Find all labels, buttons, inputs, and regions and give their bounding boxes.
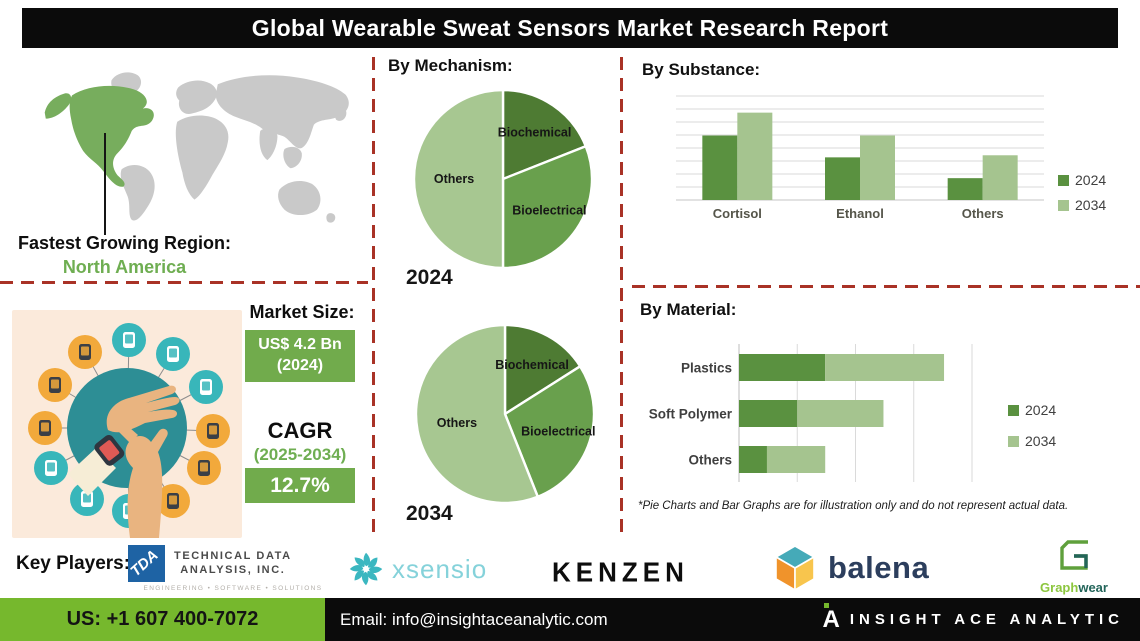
brand-green-dot — [824, 602, 830, 608]
market-size-heading: Market Size: — [249, 302, 355, 322]
region-value: North America — [62, 257, 187, 277]
hands-illustration — [68, 385, 180, 538]
svg-text:Bioelectrical: Bioelectrical — [512, 204, 586, 218]
svg-text:Biochemical: Biochemical — [498, 126, 572, 140]
dashed-divider-v2 — [620, 57, 623, 533]
substance-bar-chart: Cortisol Ethanol Others — [670, 94, 1050, 229]
legend-item: 2034 — [1008, 433, 1056, 449]
graphwear-wordmark: Graphwear — [1040, 580, 1108, 595]
svg-text:Others: Others — [688, 453, 732, 468]
svg-text:Bioelectrical: Bioelectrical — [521, 424, 595, 438]
region-pointer-line — [104, 133, 106, 235]
substance-heading: By Substance: — [642, 60, 761, 79]
footer-phone: US: +1 607 400-7072 — [0, 598, 325, 641]
mechanism-heading: By Mechanism: — [388, 56, 513, 75]
svg-text:Soft Polymer: Soft Polymer — [649, 407, 733, 422]
logo-technical-data-analysis: TDA TECHNICAL DATA ANALYSIS, INC. ENGINE… — [128, 545, 338, 592]
material-legend: 2024 2034 — [1008, 402, 1056, 449]
legend-label: 2034 — [1025, 433, 1057, 449]
logo-balena: balena — [772, 544, 929, 592]
map-australia — [278, 180, 321, 216]
svg-text:Biochemical: Biochemical — [495, 358, 569, 372]
legend-label: 2024 — [1075, 172, 1107, 188]
dashed-divider-left — [0, 281, 368, 284]
mechanism-pie-2034: Biochemical Bioelectrical Others — [410, 319, 600, 509]
smartwatch-icon — [94, 435, 125, 466]
substance-legend: 2024 2034 — [1058, 172, 1106, 213]
svg-text:Others: Others — [434, 172, 474, 186]
balena-wordmark: balena — [828, 550, 930, 585]
map-europe — [176, 80, 217, 114]
legend-item: 2034 — [1058, 197, 1106, 213]
svg-text:Plastics: Plastics — [681, 361, 732, 376]
material-heading: By Material: — [640, 300, 737, 319]
svg-text:Others: Others — [437, 416, 477, 430]
lower-arm — [125, 428, 168, 538]
legend-swatch — [1008, 435, 1019, 447]
legend-swatch — [1008, 404, 1019, 416]
key-players-heading: Key Players: — [16, 553, 131, 574]
mechanism-pie-2024: Biochemical Bioelectrical Others — [408, 84, 598, 274]
insight-ace-wordmark: INSIGHT ACE ANALYTIC — [849, 611, 1124, 628]
dashed-divider-v1 — [372, 57, 375, 533]
page-title: Global Wearable Sweat Sensors Market Res… — [251, 14, 889, 41]
logo-kenzen: KENZEN — [552, 555, 689, 589]
market-size-year: (2024) — [276, 357, 324, 374]
map-india — [259, 128, 278, 161]
balena-cube-icon — [774, 545, 816, 592]
legend-swatch — [1058, 199, 1069, 211]
logo-xsensio: xsensio — [348, 551, 487, 587]
world-map — [44, 72, 349, 223]
fastest-growing-region: Fastest Growing Region: North America — [12, 233, 237, 278]
dashed-divider-right — [632, 285, 1140, 288]
map-new-zealand — [326, 213, 336, 223]
tda-tagline: ENGINEERING • SOFTWARE • SOLUTIONS — [143, 585, 323, 592]
pointing-finger — [107, 413, 138, 443]
pie-year-2034: 2034 — [406, 502, 453, 525]
svg-text:Others: Others — [962, 206, 1004, 221]
upper-hand — [106, 385, 180, 433]
insight-ace-logo-icon: A — [822, 602, 840, 632]
tda-logo-text: TDA — [128, 546, 162, 581]
legend-item: 2024 — [1008, 402, 1056, 418]
tda-logo-icon: TDA — [128, 545, 165, 582]
region-heading: Fastest Growing Region: — [17, 233, 231, 253]
cagr-value: 12.7% — [270, 473, 330, 497]
footer-bar: US: +1 607 400-7072 Email: info@insighta… — [0, 598, 1140, 641]
title-bar: Global Wearable Sweat Sensors Market Res… — [22, 8, 1118, 48]
pie-year-2024: 2024 — [406, 266, 453, 289]
legend-swatch — [1058, 174, 1069, 186]
footer-brand: A INSIGHT ACE ANALYTIC — [822, 598, 1124, 641]
map-south-america — [120, 165, 155, 221]
wearables-illustration — [12, 310, 242, 538]
map-north-america — [44, 85, 154, 187]
svg-text:Ethanol: Ethanol — [836, 206, 884, 221]
legend-item: 2024 — [1058, 172, 1106, 188]
footer-email: Email: info@insightaceanalytic.com — [340, 609, 608, 629]
xsensio-wordmark: xsensio — [392, 553, 488, 584]
material-bar-chart: Plastics Soft Polymer Others — [642, 338, 990, 495]
market-size-box: US$ 4.2 Bn (2024) — [245, 330, 355, 382]
tda-line1: TECHNICAL DATA — [174, 549, 292, 562]
legend-label: 2024 — [1025, 402, 1057, 418]
graphwear-icon — [1060, 540, 1088, 570]
map-se-asia — [283, 146, 302, 169]
cagr-period: (2025-2034) — [253, 445, 347, 464]
map-gray-continents — [111, 72, 349, 223]
map-africa — [175, 115, 229, 200]
legend-label: 2034 — [1075, 197, 1107, 213]
svg-text:Cortisol: Cortisol — [713, 206, 762, 221]
cagr-label: CAGR — [267, 418, 333, 443]
xsensio-swirl-icon — [349, 552, 383, 586]
tda-line2: ANALYSIS, INC. — [180, 563, 286, 576]
map-asia — [215, 75, 349, 149]
cagr-value-box: 12.7% — [245, 468, 355, 503]
logo-graphwear: Graphwear — [1022, 538, 1126, 595]
market-size-value: US$ 4.2 Bn — [258, 336, 342, 354]
map-japan — [334, 107, 347, 121]
disclaimer-note: *Pie Charts and Bar Graphs are for illus… — [638, 500, 1069, 512]
